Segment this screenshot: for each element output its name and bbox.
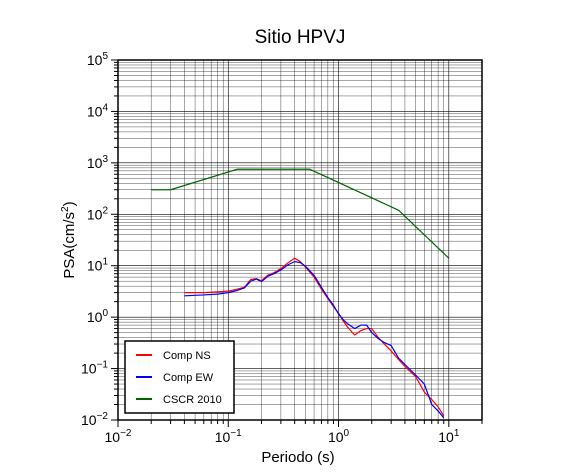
y-axis-label-sup: 2 <box>60 206 71 212</box>
y-axis-label: PSA(cm/s2) <box>60 201 78 278</box>
x-tick-label: 10−1 <box>215 428 242 445</box>
x-tick-label: 10−2 <box>105 428 132 445</box>
legend-label: Comp EW <box>163 372 214 384</box>
tick-base: 10 <box>81 361 97 377</box>
tick-base: 10 <box>105 429 121 445</box>
series-group <box>151 168 450 419</box>
tick-base: 10 <box>87 155 103 171</box>
tick-exponent: −1 <box>97 360 109 371</box>
tick-base: 10 <box>87 258 103 274</box>
chart-title: Sitio HPVJ <box>255 27 346 48</box>
tick-exponent: −2 <box>97 411 109 422</box>
series-line-comp-ew <box>184 261 445 419</box>
legend: Comp NS Comp EW CSCR 2010 <box>124 340 235 414</box>
tick-base: 10 <box>87 206 103 222</box>
tick-exponent: −1 <box>230 428 242 439</box>
legend-items: Comp NS Comp EW CSCR 2010 <box>136 350 222 406</box>
y-tick-label: 10−2 <box>81 411 108 428</box>
y-tick-label: 100 <box>87 308 109 325</box>
tick-base: 10 <box>81 412 97 428</box>
plot-frame <box>117 59 483 421</box>
x-axis-label: Periodo (s) <box>261 449 334 466</box>
tick-base: 10 <box>215 429 231 445</box>
series-line-cscr-2010 <box>151 168 450 259</box>
x-tick-labels: 10−2 10−1 100 101 <box>105 428 460 445</box>
y-tick-label: 102 <box>87 205 109 222</box>
grid <box>117 59 483 421</box>
tick-exponent: 4 <box>102 102 108 113</box>
tick-exponent: −2 <box>120 428 132 439</box>
tick-exponent: 1 <box>454 428 460 439</box>
legend-label: Comp NS <box>163 350 211 362</box>
tick-base: 10 <box>87 52 103 68</box>
tick-base: 10 <box>438 429 454 445</box>
y-axis-label-prefix: PSA(cm/s <box>61 212 78 279</box>
tick-exponent: 5 <box>102 51 108 62</box>
x-tick-label: 101 <box>438 428 460 445</box>
y-tick-label: 105 <box>87 51 109 68</box>
tick-exponent: 0 <box>344 428 350 439</box>
legend-label: CSCR 2010 <box>163 394 222 406</box>
tick-exponent: 0 <box>102 308 108 319</box>
y-tick-label: 101 <box>87 257 109 274</box>
y-axis-label-suffix: ) <box>61 201 78 206</box>
tick-base: 10 <box>87 309 103 325</box>
y-tick-label: 103 <box>87 154 109 171</box>
tick-exponent: 2 <box>102 205 108 216</box>
x-tick-label: 100 <box>328 428 350 445</box>
y-tick-label: 10−1 <box>81 360 108 377</box>
y-tick-label: 104 <box>87 102 109 119</box>
ticks <box>111 59 483 427</box>
tick-exponent: 1 <box>102 257 108 268</box>
tick-base: 10 <box>87 103 103 119</box>
tick-base: 10 <box>328 429 344 445</box>
tick-exponent: 3 <box>102 154 108 165</box>
